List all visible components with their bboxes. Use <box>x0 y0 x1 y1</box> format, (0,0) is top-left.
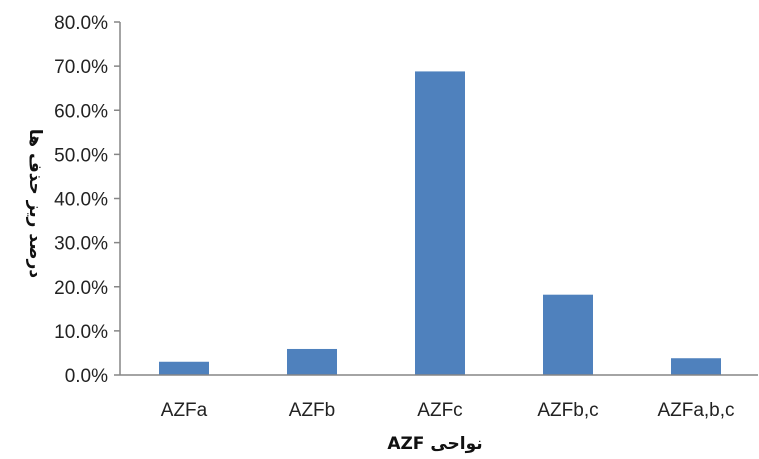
x-tick-label: AZFa <box>161 400 208 421</box>
bars <box>159 71 721 376</box>
y-tick-label: 40.0% <box>54 190 108 211</box>
y-tick-label: 60.0% <box>54 101 108 122</box>
y-tick-label: 50.0% <box>54 145 108 166</box>
bar-azfbc <box>543 294 593 375</box>
x-tick-label: AZFa,b,c <box>657 400 734 421</box>
y-axis-ticks: 0.0% 10.0% 20.0% 30.0% 40.0% 50.0% 60.0% 70.0% 8… <box>54 13 120 387</box>
x-tick-label: AZFb,c <box>537 400 598 421</box>
x-axis-labels: AZFa AZFb AZFc AZFb,c AZFa,b,c <box>161 400 735 421</box>
y-tick-label: 0.0% <box>65 366 108 387</box>
x-axis-title: نواحی AZF <box>387 434 482 454</box>
y-tick-label: 20.0% <box>54 278 108 299</box>
y-tick-label: 80.0% <box>54 13 108 34</box>
y-tick-label: 30.0% <box>54 234 108 255</box>
x-tick-label: AZFb <box>289 400 335 421</box>
bar-azfc <box>415 71 465 376</box>
y-tick-label: 70.0% <box>54 57 108 78</box>
y-axis-title: درصد ریز حذف ها <box>25 129 45 279</box>
x-tick-label: AZFc <box>417 400 462 421</box>
bar-azfa <box>159 361 209 375</box>
y-tick-label: 10.0% <box>54 322 108 343</box>
bar-azfb <box>287 348 337 375</box>
bar-azfabc <box>671 358 721 375</box>
